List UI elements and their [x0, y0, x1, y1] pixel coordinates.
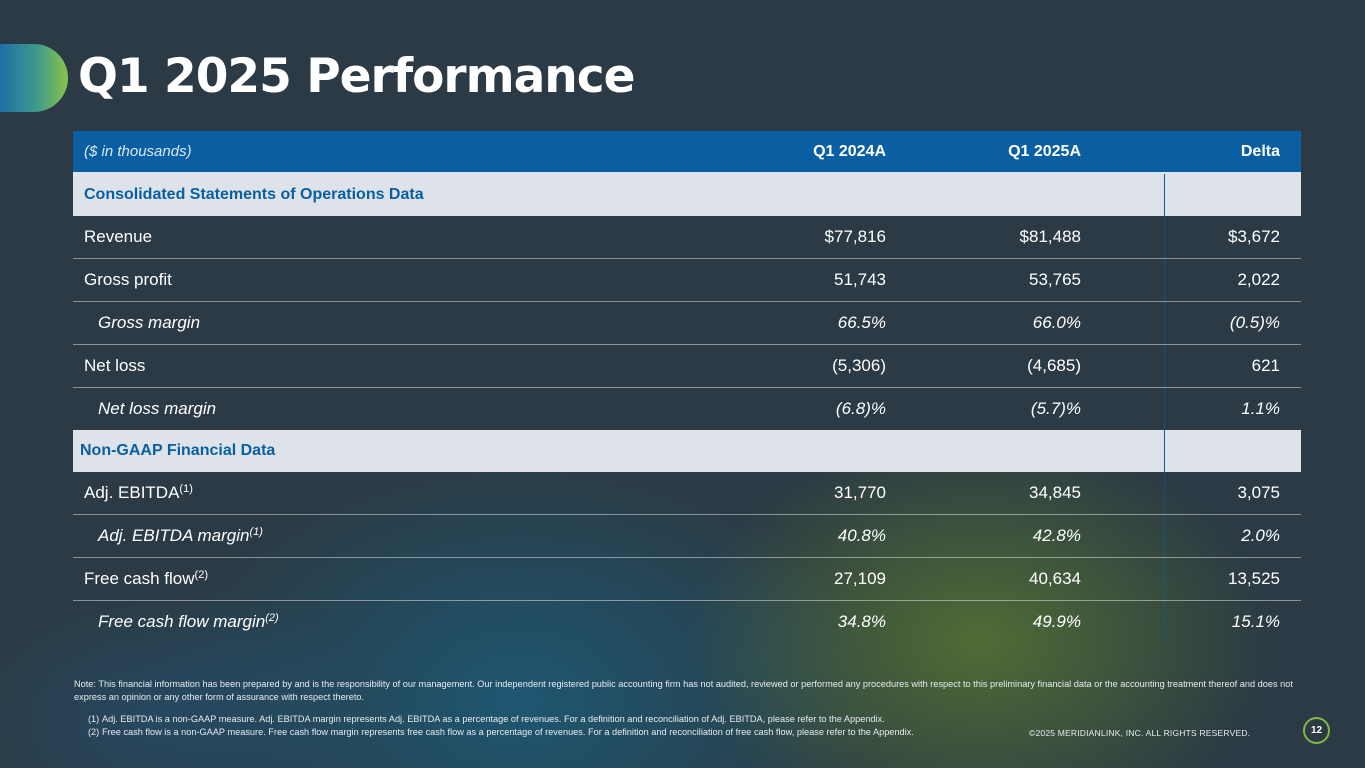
table-row-net-loss: Net loss (5,306) (4,685) 621 [73, 345, 1301, 388]
section-title: Consolidated Statements of Operations Da… [84, 186, 424, 203]
footnote-item: (1) Adj. EBITDA is a non-GAAP measure. A… [88, 713, 1018, 726]
footnote-mark: (1) [88, 714, 100, 724]
delta-column-divider [1164, 174, 1165, 644]
units-label: ($ in thousands) [84, 143, 192, 160]
footnote-mark: (2) [88, 727, 100, 737]
cell-q1-2024: (6.8)% [835, 399, 886, 418]
row-label: Adj. EBITDA margin(1) [98, 526, 263, 545]
row-label: Gross margin [98, 313, 201, 332]
disclaimer-note: Note: This financial information has bee… [74, 679, 1293, 702]
footnote-item: (2) Free cash flow is a non-GAAP measure… [88, 726, 1018, 739]
table-row-gross-profit: Gross profit 51,743 53,765 2,022 [73, 259, 1301, 302]
footnote-text: Free cash flow is a non-GAAP measure. Fr… [102, 727, 914, 737]
row-label: Net loss [84, 356, 146, 375]
title-accent-tab [0, 44, 68, 112]
row-label: Free cash flow(2) [84, 569, 208, 588]
cell-q1-2024: (5,306) [832, 356, 886, 375]
row-label: Gross profit [84, 270, 172, 289]
cell-q1-2024: 51,743 [834, 270, 886, 289]
section-header-operations: Consolidated Statements of Operations Da… [73, 174, 1301, 216]
cell-q1-2024: 31,770 [834, 483, 886, 502]
row-label: Free cash flow margin(2) [98, 612, 279, 631]
column-header-delta: Delta [1240, 142, 1280, 160]
cell-q1-2024: 27,109 [834, 569, 886, 588]
column-header-q1-2025: Q1 2025A [1008, 142, 1081, 160]
copyright-notice: ©2025 MERIDIANLINK, INC. ALL RIGHTS RESE… [1029, 728, 1251, 738]
footnote-marker: (2) [194, 569, 208, 581]
table-row-free-cash-flow-margin: Free cash flow margin(2) 34.8% 49.9% 15.… [73, 601, 1301, 643]
cell-q1-2024: 34.8% [837, 612, 886, 631]
row-label: Net loss margin [98, 399, 217, 418]
cell-delta: 2,022 [1237, 270, 1280, 289]
footnote-marker: (2) [265, 612, 279, 624]
section-title: Non-GAAP Financial Data [80, 442, 276, 459]
cell-q1-2025: 34,845 [1029, 483, 1081, 502]
cell-q1-2024: 40.8% [837, 526, 886, 545]
table-header-row: ($ in thousands) Q1 2024A Q1 2025A Delta [73, 131, 1301, 174]
cell-delta: (0.5)% [1229, 313, 1280, 332]
cell-q1-2025: $81,488 [1019, 227, 1081, 246]
table-row-adj-ebitda-margin: Adj. EBITDA margin(1) 40.8% 42.8% 2.0% [73, 515, 1301, 558]
table-row-revenue: Revenue $77,816 $81,488 $3,672 [73, 216, 1301, 259]
row-label: Adj. EBITDA(1) [84, 483, 193, 502]
cell-q1-2024: 66.5% [837, 313, 886, 332]
performance-table: ($ in thousands) Q1 2024A Q1 2025A Delta… [73, 131, 1301, 643]
cell-delta: 15.1% [1231, 612, 1280, 631]
row-label: Revenue [84, 227, 153, 246]
footnote-marker: (1) [179, 483, 193, 495]
cell-delta: 2.0% [1241, 526, 1280, 545]
cell-q1-2024: $77,816 [824, 227, 886, 246]
cell-q1-2025: 40,634 [1029, 569, 1081, 588]
column-header-q1-2024: Q1 2024A [813, 142, 886, 160]
cell-delta: 621 [1251, 356, 1280, 375]
cell-q1-2025: 66.0% [1032, 313, 1081, 332]
section-header-non-gaap: Non-GAAP Financial Data [73, 430, 1301, 472]
footnote-marker: (1) [249, 526, 263, 538]
cell-delta: 13,525 [1228, 569, 1280, 588]
table-row-net-loss-margin: Net loss margin (6.8)% (5.7)% 1.1% [73, 388, 1301, 430]
cell-q1-2025: (4,685) [1027, 356, 1081, 375]
cell-q1-2025: 42.8% [1032, 526, 1081, 545]
table-row-gross-margin: Gross margin 66.5% 66.0% (0.5)% [73, 302, 1301, 345]
cell-q1-2025: 49.9% [1032, 612, 1081, 631]
footnotes-list: (1) Adj. EBITDA is a non-GAAP measure. A… [88, 713, 1018, 739]
page-title: Q1 2025 Performance [78, 49, 635, 104]
table-row-free-cash-flow: Free cash flow(2) 27,109 40,634 13,525 [73, 558, 1301, 601]
footnote-text: Adj. EBITDA is a non-GAAP measure. Adj. … [102, 714, 885, 724]
table-row-adj-ebitda: Adj. EBITDA(1) 31,770 34,845 3,075 [73, 472, 1301, 515]
cell-q1-2025: 53,765 [1029, 270, 1081, 289]
cell-q1-2025: (5.7)% [1030, 399, 1081, 418]
cell-delta: 1.1% [1241, 399, 1280, 418]
cell-delta: $3,672 [1228, 227, 1280, 246]
cell-delta: 3,075 [1237, 483, 1280, 502]
page-number-badge: 12 [1303, 717, 1330, 744]
